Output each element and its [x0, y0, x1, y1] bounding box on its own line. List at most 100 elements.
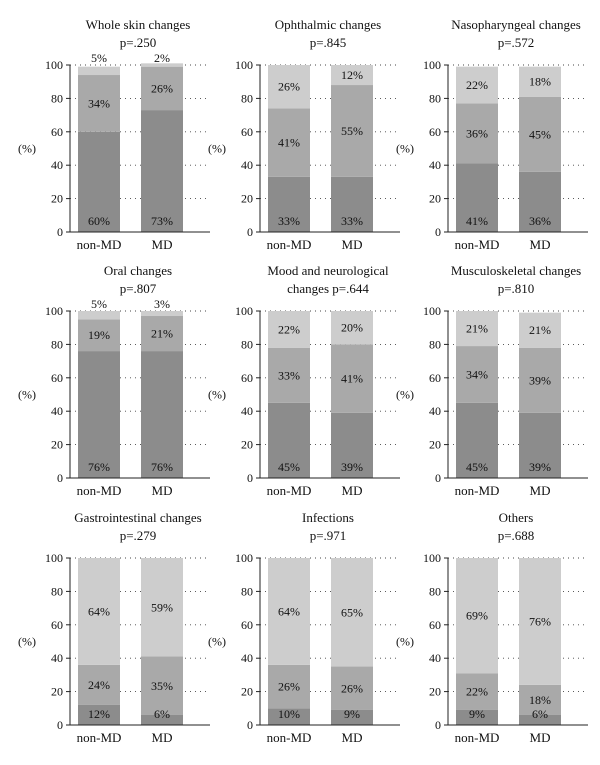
chart-title: Ophthalmic changes — [275, 17, 382, 32]
x-tick-label: non-MD — [77, 237, 122, 252]
data-label: 34% — [88, 96, 110, 110]
data-label: 22% — [466, 685, 488, 699]
chart-title: Mood and neurological — [267, 263, 389, 278]
y-tick-label: 60 — [51, 618, 63, 632]
bar-segment — [78, 131, 120, 232]
chart-subtitle: changes p=.644 — [287, 281, 369, 296]
y-tick-label: 60 — [241, 125, 253, 139]
data-label: 76% — [151, 460, 173, 474]
data-label: 59% — [151, 600, 173, 614]
chart-panel: Infections p=.971 (%) 0 20 40 60 80 100 10% 26% 64%… — [208, 510, 400, 745]
y-tick-label: 0 — [247, 718, 253, 732]
bar-segment — [519, 96, 561, 172]
x-tick-label: non-MD — [267, 237, 312, 252]
x-tick-label: MD — [342, 483, 363, 498]
x-tick-label: non-MD — [455, 483, 500, 498]
y-tick-label: 100 — [423, 304, 441, 318]
y-tick-label: 20 — [241, 438, 253, 452]
y-tick-label: 20 — [51, 685, 63, 699]
data-label: 24% — [88, 678, 110, 692]
data-label: 22% — [466, 78, 488, 92]
data-label: 76% — [88, 460, 110, 474]
bar-segment — [141, 351, 183, 478]
y-tick-label: 0 — [57, 718, 63, 732]
chart-panel: Gastrointestinal changes p=.279 (%) 0 20 40 60… — [18, 510, 210, 745]
data-label: 41% — [466, 214, 488, 228]
bar-segment — [268, 402, 310, 478]
y-tick-label: 80 — [241, 91, 253, 105]
x-tick-label: non-MD — [77, 483, 122, 498]
bar-segment — [519, 312, 561, 348]
x-tick-label: MD — [342, 730, 363, 745]
x-tick-label: non-MD — [77, 730, 122, 745]
y-tick-label: 40 — [51, 158, 63, 172]
data-label: 5% — [91, 297, 107, 311]
bar-segment — [331, 558, 373, 667]
data-label: 45% — [466, 460, 488, 474]
bar-segment — [456, 709, 498, 725]
chart-subtitle: p=.845 — [310, 35, 347, 50]
y-tick-label: 60 — [51, 125, 63, 139]
data-label: 21% — [466, 322, 488, 336]
y-tick-label: 100 — [423, 58, 441, 72]
x-tick-label: non-MD — [455, 237, 500, 252]
data-label: 73% — [151, 214, 173, 228]
bar-segment — [519, 714, 561, 725]
chart-subtitle: p=.688 — [498, 528, 535, 543]
x-tick-label: MD — [530, 730, 551, 745]
bar-segment — [78, 664, 120, 705]
bar-segment — [331, 412, 373, 478]
bar-segment — [78, 558, 120, 665]
data-label: 45% — [278, 460, 300, 474]
y-axis-label: (%) — [396, 635, 414, 649]
bar-segment — [78, 319, 120, 352]
data-label: 10% — [278, 707, 300, 721]
y-tick-label: 0 — [435, 718, 441, 732]
bar-segment — [456, 66, 498, 104]
data-label: 64% — [278, 604, 300, 618]
data-label: 5% — [91, 51, 107, 65]
chart-panel: Musculoskeletal changes p=.810 (%) 0 20 40 60 8… — [396, 263, 588, 498]
data-label: 18% — [529, 693, 551, 707]
y-axis-label: (%) — [208, 388, 226, 402]
bar-segment — [331, 666, 373, 710]
bar-segment — [78, 351, 120, 478]
y-tick-label: 60 — [241, 618, 253, 632]
y-tick-label: 20 — [241, 192, 253, 206]
y-tick-label: 20 — [51, 192, 63, 206]
x-tick-label: MD — [342, 237, 363, 252]
data-label: 9% — [469, 707, 485, 721]
data-label: 39% — [529, 460, 551, 474]
y-tick-label: 40 — [429, 651, 441, 665]
x-tick-label: non-MD — [267, 730, 312, 745]
data-label: 26% — [151, 81, 173, 95]
y-tick-label: 80 — [241, 337, 253, 351]
data-label: 39% — [341, 460, 363, 474]
chart-subtitle: p=.572 — [498, 35, 535, 50]
data-label: 33% — [341, 214, 363, 228]
bar-segment — [519, 684, 561, 715]
y-tick-label: 0 — [57, 471, 63, 485]
bar-segment — [78, 704, 120, 725]
y-tick-label: 80 — [429, 337, 441, 351]
y-tick-label: 20 — [429, 685, 441, 699]
bar-segment — [268, 65, 310, 109]
x-tick-label: MD — [530, 237, 551, 252]
data-label: 21% — [529, 323, 551, 337]
data-label: 36% — [529, 214, 551, 228]
data-label: 18% — [529, 75, 551, 89]
chart-subtitle: p=.279 — [120, 528, 157, 543]
bar-segment — [268, 108, 310, 177]
y-tick-label: 100 — [423, 551, 441, 565]
data-label: 22% — [278, 322, 300, 336]
y-tick-label: 80 — [51, 584, 63, 598]
y-axis-label: (%) — [208, 635, 226, 649]
x-tick-label: MD — [152, 730, 173, 745]
data-label: 36% — [466, 126, 488, 140]
bar-segment — [268, 664, 310, 709]
y-tick-label: 0 — [435, 471, 441, 485]
chart-subtitle: p=.250 — [120, 35, 157, 50]
bar-segment — [141, 316, 183, 352]
data-label: 12% — [88, 707, 110, 721]
